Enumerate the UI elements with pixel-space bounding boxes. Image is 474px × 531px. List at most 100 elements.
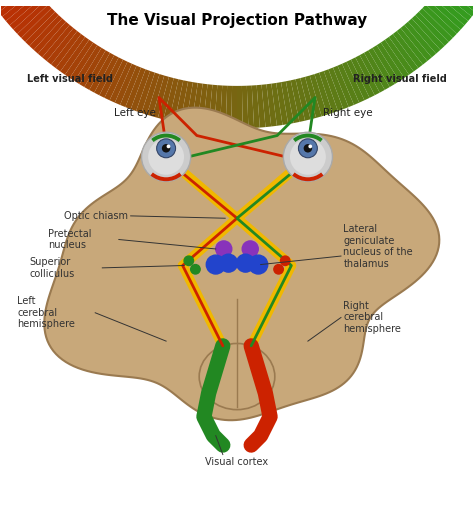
Polygon shape xyxy=(346,59,370,100)
Polygon shape xyxy=(99,57,123,98)
Text: Left eye: Left eye xyxy=(114,108,156,118)
Polygon shape xyxy=(389,34,419,72)
Polygon shape xyxy=(242,85,248,129)
Polygon shape xyxy=(164,78,179,121)
Circle shape xyxy=(148,139,184,175)
Polygon shape xyxy=(38,22,70,57)
Polygon shape xyxy=(104,59,128,100)
Polygon shape xyxy=(84,50,110,90)
Polygon shape xyxy=(125,67,146,109)
Text: Optic chiasm: Optic chiasm xyxy=(64,211,128,221)
Polygon shape xyxy=(65,40,93,78)
Polygon shape xyxy=(169,79,183,122)
Polygon shape xyxy=(197,84,208,126)
Circle shape xyxy=(191,264,200,274)
Text: Superior
colliculus: Superior colliculus xyxy=(29,257,74,279)
Circle shape xyxy=(156,139,175,158)
Polygon shape xyxy=(21,8,55,42)
Polygon shape xyxy=(70,42,97,81)
Polygon shape xyxy=(415,12,449,46)
Polygon shape xyxy=(79,48,106,87)
Polygon shape xyxy=(381,40,409,78)
Polygon shape xyxy=(300,77,316,119)
Polygon shape xyxy=(401,25,432,61)
Polygon shape xyxy=(442,0,474,12)
Polygon shape xyxy=(319,71,338,113)
Polygon shape xyxy=(324,70,343,111)
Polygon shape xyxy=(44,108,439,420)
Polygon shape xyxy=(115,64,137,105)
Polygon shape xyxy=(158,77,174,119)
Polygon shape xyxy=(34,19,66,54)
Polygon shape xyxy=(109,62,132,102)
Polygon shape xyxy=(404,22,436,57)
Polygon shape xyxy=(281,81,294,124)
Polygon shape xyxy=(13,1,48,34)
Polygon shape xyxy=(214,85,222,128)
Polygon shape xyxy=(360,53,385,92)
Circle shape xyxy=(299,139,318,158)
Text: Right visual field: Right visual field xyxy=(354,74,447,84)
Polygon shape xyxy=(209,85,218,127)
Text: Right eye: Right eye xyxy=(323,108,373,118)
Circle shape xyxy=(249,255,268,274)
Polygon shape xyxy=(439,0,474,16)
Polygon shape xyxy=(271,83,283,126)
Polygon shape xyxy=(226,85,232,129)
Polygon shape xyxy=(295,78,310,121)
Polygon shape xyxy=(174,80,188,123)
Circle shape xyxy=(216,241,232,257)
Polygon shape xyxy=(74,45,101,84)
Polygon shape xyxy=(94,55,118,95)
Polygon shape xyxy=(25,12,59,46)
Polygon shape xyxy=(252,85,260,128)
Polygon shape xyxy=(419,8,453,42)
Polygon shape xyxy=(291,79,305,122)
Polygon shape xyxy=(51,31,81,68)
Polygon shape xyxy=(412,15,445,50)
Text: Left
cerebral
hemisphere: Left cerebral hemisphere xyxy=(17,296,75,329)
Polygon shape xyxy=(2,0,38,21)
Circle shape xyxy=(184,256,193,266)
Polygon shape xyxy=(89,53,114,92)
Circle shape xyxy=(281,256,290,266)
Polygon shape xyxy=(397,28,428,65)
Polygon shape xyxy=(141,73,160,115)
Text: Right
cerebral
hemisphere: Right cerebral hemisphere xyxy=(343,301,401,334)
Polygon shape xyxy=(385,37,414,75)
Polygon shape xyxy=(55,34,85,72)
Polygon shape xyxy=(305,75,322,118)
Polygon shape xyxy=(220,85,227,128)
Text: Visual cortex: Visual cortex xyxy=(205,457,269,467)
Polygon shape xyxy=(256,85,265,127)
Polygon shape xyxy=(314,73,333,115)
Polygon shape xyxy=(0,0,26,3)
Circle shape xyxy=(142,132,191,182)
Circle shape xyxy=(219,254,237,272)
Polygon shape xyxy=(393,31,423,68)
Polygon shape xyxy=(422,5,457,38)
Polygon shape xyxy=(426,1,461,34)
Circle shape xyxy=(237,254,255,272)
Polygon shape xyxy=(356,55,380,95)
Polygon shape xyxy=(373,45,400,84)
Polygon shape xyxy=(286,80,300,123)
Polygon shape xyxy=(136,71,155,113)
Polygon shape xyxy=(29,15,62,50)
Polygon shape xyxy=(17,5,52,38)
Ellipse shape xyxy=(199,344,275,409)
Circle shape xyxy=(162,144,170,152)
Polygon shape xyxy=(333,66,354,107)
Polygon shape xyxy=(180,81,193,124)
Polygon shape xyxy=(448,0,474,3)
Polygon shape xyxy=(60,37,89,75)
Polygon shape xyxy=(237,86,243,129)
Polygon shape xyxy=(432,0,468,25)
Text: Left visual field: Left visual field xyxy=(27,74,113,84)
Polygon shape xyxy=(364,50,390,90)
Polygon shape xyxy=(262,84,271,127)
Polygon shape xyxy=(147,74,164,116)
Polygon shape xyxy=(408,19,440,54)
Circle shape xyxy=(242,241,258,257)
Polygon shape xyxy=(436,0,472,21)
